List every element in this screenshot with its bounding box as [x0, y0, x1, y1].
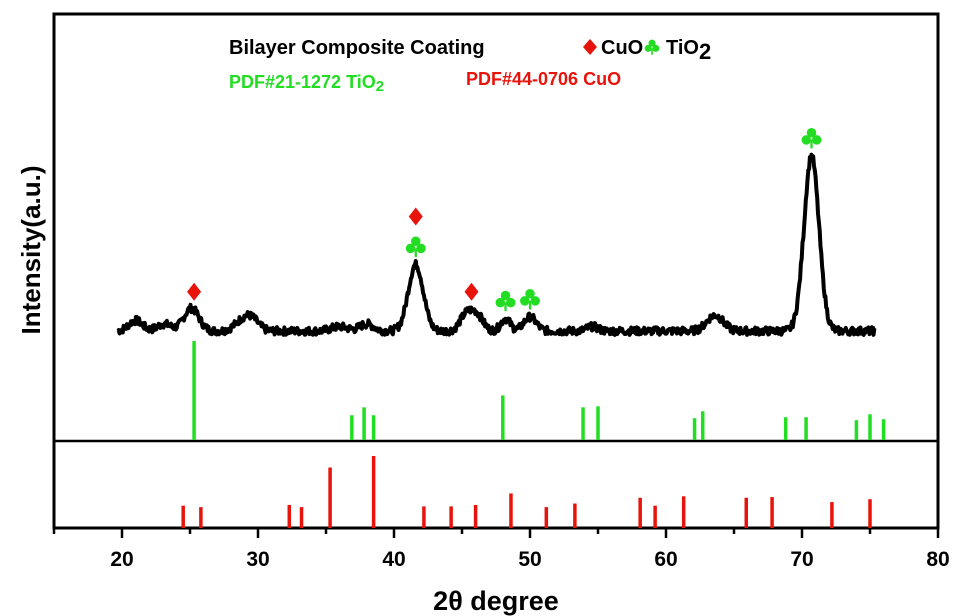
tio2-reference-label: PDF#21-1272 TiO2: [229, 72, 384, 95]
y-axis-label: Intensity(a.u.): [16, 165, 46, 334]
plot-frame: [52, 12, 940, 530]
legend-tio2-marker-icon: [644, 39, 660, 55]
tio2-peak-marker-icon: [520, 289, 540, 310]
x-tick-label: 70: [790, 548, 813, 571]
legend-title: Bilayer Composite Coating: [229, 37, 485, 59]
x-tick-label: 40: [382, 548, 405, 571]
x-tick-label: 60: [654, 548, 677, 571]
legend-cuo-label: CuO: [601, 37, 643, 59]
cuo-peak-marker-icon: [187, 282, 202, 301]
tio2-peak-marker-icon: [495, 290, 516, 312]
x-tick-label: 30: [246, 548, 269, 571]
x-axis-label: 2θ degree: [433, 586, 559, 616]
cuo-peak-marker-icon: [408, 207, 423, 226]
legend-tio2-label: TiO2: [666, 37, 711, 64]
tio2-peak-marker-icon: [801, 128, 822, 149]
cuo-peak-marker-icon: [464, 282, 479, 301]
x-axis-ticks: [52, 528, 940, 538]
legend-cuo-marker-icon: [583, 39, 597, 55]
x-axis-tick-labels: 20 30 40 50 60 70 80: [110, 548, 949, 571]
x-tick-label: 50: [518, 548, 541, 571]
tio2-peak-marker-icon: [405, 236, 426, 257]
cuo-reference-sticks: [181, 456, 872, 528]
tio2-reference-sticks: [192, 341, 886, 440]
tio2-reference-text: PDF#21-1272 TiO: [229, 72, 376, 92]
legend-tio2-subscript: 2: [699, 39, 711, 64]
tio2-reference-subscript: 2: [376, 78, 384, 95]
xrd-pattern-curve: [116, 152, 877, 337]
x-tick-label: 20: [110, 548, 133, 571]
x-tick-label: 80: [926, 548, 949, 571]
peak-annotations: [187, 128, 822, 312]
cuo-reference-label: PDF#44-0706 CuO: [466, 69, 621, 89]
legend-tio2-text: TiO: [666, 37, 699, 59]
